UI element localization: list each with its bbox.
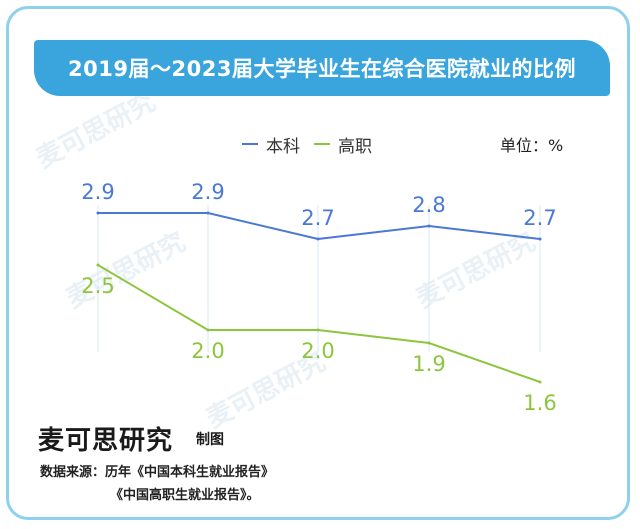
legend-label-undergrad: 本科 [266,136,300,157]
data-point-0-2 [316,237,320,241]
data-point-0-1 [206,211,210,215]
data-point-0-3 [427,224,431,228]
data-point-1-2 [316,328,320,332]
data-label-1-0: 2.5 [81,274,114,298]
data-point-1-1 [206,328,210,332]
brand-logo-text: 麦可思研究 [38,426,174,456]
data-point-1-4 [538,380,542,384]
source-note: 数据来源：历年《中国本科生就业报告》 [40,465,275,480]
brand-subtitle: 制图 [196,432,224,448]
data-point-1-3 [427,341,431,345]
data-point-0-4 [538,237,542,241]
data-label-0-3: 2.8 [412,193,445,217]
legend-item-undergrad: 本科 [242,132,300,157]
data-label-1-3: 1.9 [412,352,445,376]
legend-label-vocational: 高职 [338,136,372,157]
legend-item-vocational: 高职 [314,132,372,157]
data-label-0-2: 2.7 [301,206,334,230]
legend: 本科 高职 [242,132,386,157]
data-label-0-0: 2.9 [81,180,114,204]
data-label-1-1: 2.0 [191,339,224,363]
legend-swatch-undergrad [242,143,258,145]
data-point-0-0 [96,211,100,215]
legend-swatch-vocational [314,143,330,145]
series-line-1 [97,264,541,383]
chart-title: 2019届～2023届大学毕业生在综合医院就业的比例 [34,40,610,96]
data-label-1-4: 1.6 [523,391,556,415]
source-note-continued: 《中国高职生就业报告》。 [110,488,260,503]
data-point-1-0 [96,263,100,267]
data-label-1-2: 2.0 [301,339,334,363]
unit-label: 单位：% [500,136,564,155]
data-label-0-1: 2.9 [191,180,224,204]
data-label-0-4: 2.7 [523,206,556,230]
